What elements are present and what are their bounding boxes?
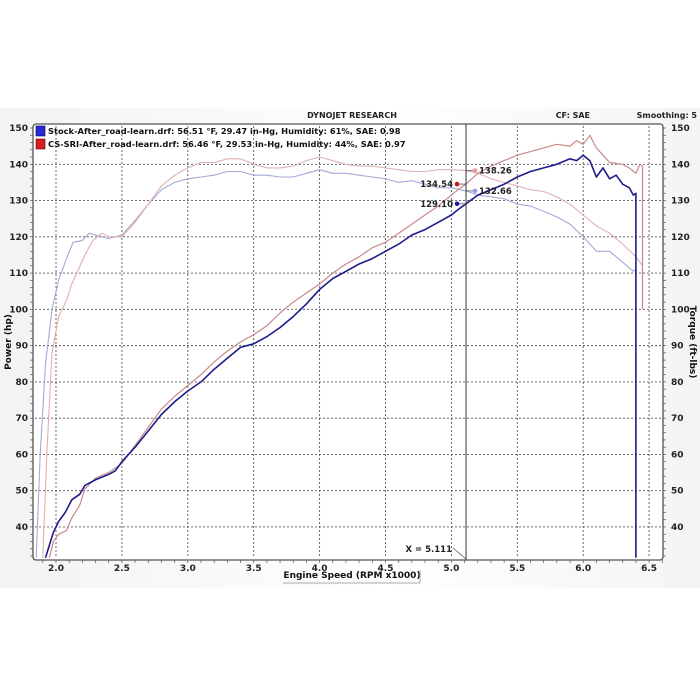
y2-tick-label: 70: [671, 414, 684, 424]
x-axis-title: Engine Speed (RPM x1000): [283, 571, 420, 581]
cursor-readouts: 138.26 134.54 132.66 129.10: [420, 167, 512, 210]
y2-tick-label: 120: [671, 233, 690, 243]
y2-tick-label: 50: [671, 487, 684, 497]
cursor-marker-dot: [472, 188, 478, 194]
x-tick-label: 6.5: [641, 564, 657, 574]
y-tick-label: 130: [9, 197, 28, 207]
axis-ticks: 2.0 2.5 3.0 3.5 4.0 4.5 5.0 5.5 6.0 6.5 40 50 60 70 80…: [9, 124, 690, 574]
y-tick-label: 120: [9, 233, 28, 243]
x-tick-label: 4.0: [312, 564, 328, 574]
x-tick-label: 5.0: [443, 564, 459, 574]
y-tick-label: 40: [15, 523, 28, 533]
y-tick-label: 140: [9, 160, 28, 170]
y-tick-label: 80: [15, 378, 28, 388]
y2-tick-label: 110: [671, 269, 690, 279]
y-tick-label: 70: [15, 414, 28, 424]
cf-label: CF: SAE: [556, 111, 590, 120]
y-tick-label: 60: [15, 450, 28, 460]
x-tick-label: 3.0: [180, 564, 196, 574]
legend-swatch-cs-sri[interactable]: [35, 138, 46, 150]
cs-sri-torque-line: [42, 156, 644, 558]
cursor-marker-dot: [454, 201, 460, 207]
cursor-x-leader: [452, 547, 467, 560]
x-tick-label: 6.0: [575, 564, 591, 574]
cursor-x-label: X = 5.111: [406, 545, 453, 555]
cursor-value-label: 129.10: [420, 200, 453, 210]
y-tick-label: 100: [9, 305, 28, 315]
chart-title: DYNOJET RESEARCH: [307, 111, 397, 120]
y2-tick-label: 40: [671, 523, 684, 533]
dyno-chart[interactable]: DYNOJET RESEARCH CF: SAE Smoothing: 5 2.…: [0, 108, 700, 588]
cursor-value-label: 138.26: [479, 167, 512, 177]
cursor-value-label: 132.66: [479, 187, 512, 197]
y2-tick-label: 90: [671, 342, 684, 352]
stock-torque-line: [35, 169, 637, 558]
x-tick-label: 4.5: [378, 564, 394, 574]
cursor-marker-dot: [454, 181, 460, 187]
y-tick-label: 110: [9, 269, 28, 279]
y2-tick-label: 140: [671, 160, 690, 170]
legend-item-cs-sri: CS-SRI-After_road-learn.drf: 56.46 °F, 2…: [48, 139, 406, 149]
cursor-value-label: 134.54: [420, 180, 453, 190]
x-tick-label: 2.5: [114, 564, 130, 574]
y-tick-label: 90: [15, 342, 28, 352]
y2-tick-label: 100: [671, 305, 690, 315]
legend: Stock-After_road-learn.drf: 56.51 °F, 29…: [35, 125, 406, 150]
smoothing-label: Smoothing: 5: [637, 111, 698, 120]
y-tick-label: 150: [9, 124, 28, 134]
y2-tick-label: 60: [671, 450, 684, 460]
y2-tick-label: 80: [671, 378, 684, 388]
y2-axis-title: Torque (ft-lbs): [687, 306, 697, 379]
y2-tick-label: 150: [671, 124, 690, 134]
plot-area: [32, 123, 664, 561]
cursor-marker-dot: [472, 168, 478, 173]
y-axis-title: Power (hp): [4, 314, 14, 370]
grid-lines: [35, 126, 661, 558]
y-tick-label: 50: [15, 487, 28, 497]
data-series: [35, 134, 644, 559]
x-tick-label: 3.5: [246, 564, 262, 574]
legend-swatch-stock[interactable]: [35, 125, 46, 137]
legend-item-stock: Stock-After_road-learn.drf: 56.51 °F, 29…: [48, 126, 401, 136]
stock-power-line: [44, 154, 637, 559]
y2-tick-label: 130: [671, 197, 690, 207]
x-tick-label: 5.5: [509, 564, 525, 574]
dyno-chart-panel: DYNOJET RESEARCH CF: SAE Smoothing: 5 2.…: [0, 108, 700, 588]
x-tick-label: 2.0: [48, 564, 64, 574]
